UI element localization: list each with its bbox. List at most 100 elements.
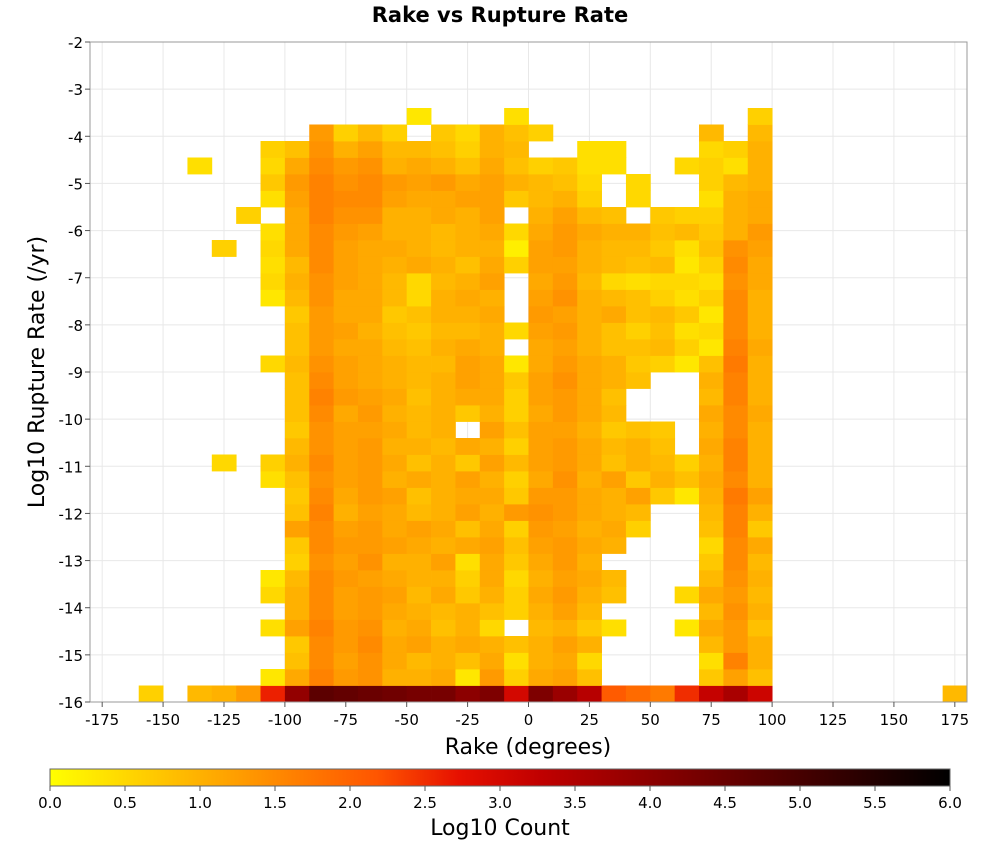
heatmap-cell	[674, 586, 700, 604]
heatmap-cell	[650, 454, 676, 472]
heatmap-cell	[504, 355, 529, 373]
heatmap-cell	[552, 438, 578, 455]
heatmap-cell	[382, 240, 408, 257]
heatmap-cell	[382, 520, 408, 538]
heatmap-cell	[552, 652, 578, 670]
heatmap-cell	[650, 223, 676, 241]
heatmap-cell	[723, 322, 749, 340]
y-tick-label: -16	[59, 694, 84, 712]
heatmap-cell	[455, 256, 481, 274]
heatmap-cell	[723, 388, 749, 406]
heatmap-cell	[625, 438, 651, 455]
heatmap-cell	[406, 339, 432, 356]
heatmap-cell	[674, 256, 700, 274]
heatmap-cell	[552, 306, 578, 323]
heatmap-cell	[747, 537, 773, 554]
heatmap-cell	[431, 223, 456, 241]
heatmap-cell	[504, 388, 529, 406]
heatmap-cell	[382, 223, 408, 241]
heatmap-cell	[723, 619, 749, 637]
heatmap-cell	[552, 504, 578, 521]
heatmap-cell	[747, 339, 773, 356]
heatmap-cell	[504, 570, 529, 587]
heatmap-cell	[406, 487, 432, 505]
heatmap-cell	[699, 372, 724, 389]
heatmap-cell	[309, 157, 335, 175]
heatmap-cell	[552, 603, 578, 620]
heatmap-cell	[357, 190, 383, 208]
heatmap-cell	[577, 240, 602, 257]
heatmap-cell	[309, 322, 335, 340]
heatmap-cell	[479, 256, 505, 274]
heatmap-cell	[455, 207, 481, 224]
heatmap-cell	[309, 388, 335, 406]
heatmap-cell	[747, 636, 773, 653]
heatmap-cell	[455, 289, 481, 307]
heatmap-cell	[504, 504, 529, 521]
y-tick-label: -15	[59, 647, 84, 665]
heatmap-cell	[552, 685, 578, 703]
heatmap-cell	[577, 273, 602, 290]
heatmap-cell	[382, 570, 408, 587]
x-tick-label: -25	[455, 711, 480, 729]
heatmap-cell	[601, 289, 627, 307]
heatmap-cell	[382, 388, 408, 406]
heatmap-cell	[382, 141, 408, 158]
x-tick-label: 75	[702, 711, 721, 729]
heatmap-cell	[406, 141, 432, 158]
heatmap-cell	[333, 388, 359, 406]
heatmap-cell	[747, 157, 773, 175]
heatmap-cell	[552, 520, 578, 538]
heatmap-cell	[333, 438, 359, 455]
heatmap-cell	[357, 372, 383, 389]
heatmap-cell	[260, 273, 286, 290]
heatmap-cell	[723, 669, 749, 686]
heatmap-cell	[406, 190, 432, 208]
heatmap-cell	[650, 289, 676, 307]
heatmap-cell	[699, 471, 724, 488]
heatmap-cell	[723, 603, 749, 620]
heatmap-cell	[333, 553, 359, 571]
heatmap-cell	[625, 504, 651, 521]
heatmap-cell	[723, 553, 749, 571]
heatmap-cell	[406, 537, 432, 554]
heatmap-cell	[479, 223, 505, 241]
heatmap-cell	[431, 471, 456, 488]
heatmap-cell	[406, 454, 432, 472]
heatmap-cell	[284, 372, 310, 389]
heatmap-cell	[309, 405, 335, 422]
heatmap-cell	[577, 306, 602, 323]
heatmap-cell	[625, 289, 651, 307]
heatmap-cell	[528, 421, 554, 439]
heatmap-cell	[236, 207, 261, 224]
heatmap-cell	[357, 520, 383, 538]
heatmap-cell	[577, 636, 602, 653]
heatmap-cell	[309, 619, 335, 637]
heatmap-cell	[552, 669, 578, 686]
colorbar-tick-label: 2.0	[338, 794, 362, 812]
heatmap-cell	[552, 289, 578, 307]
heatmap-cell	[552, 240, 578, 257]
heatmap-cell	[747, 619, 773, 637]
heatmap-cell	[699, 520, 724, 538]
heatmap-cell	[309, 438, 335, 455]
heatmap-cell	[382, 306, 408, 323]
heatmap-cell	[504, 405, 529, 422]
heatmap-cell	[479, 471, 505, 488]
heatmap-cell	[601, 685, 627, 703]
heatmap-cell	[504, 471, 529, 488]
heatmap-cell	[699, 174, 724, 191]
heatmap-cell	[357, 388, 383, 406]
heatmap-cell	[723, 339, 749, 356]
heatmap-cell	[552, 207, 578, 224]
x-tick-label: -50	[394, 711, 419, 729]
heatmap-cell	[284, 438, 310, 455]
y-tick-label: -4	[68, 128, 83, 146]
heatmap-cell	[577, 553, 602, 571]
heatmap-cell	[382, 636, 408, 653]
heatmap-cell	[382, 190, 408, 208]
heatmap-cell	[747, 207, 773, 224]
heatmap-cell	[479, 355, 505, 373]
heatmap-cell	[333, 124, 359, 142]
